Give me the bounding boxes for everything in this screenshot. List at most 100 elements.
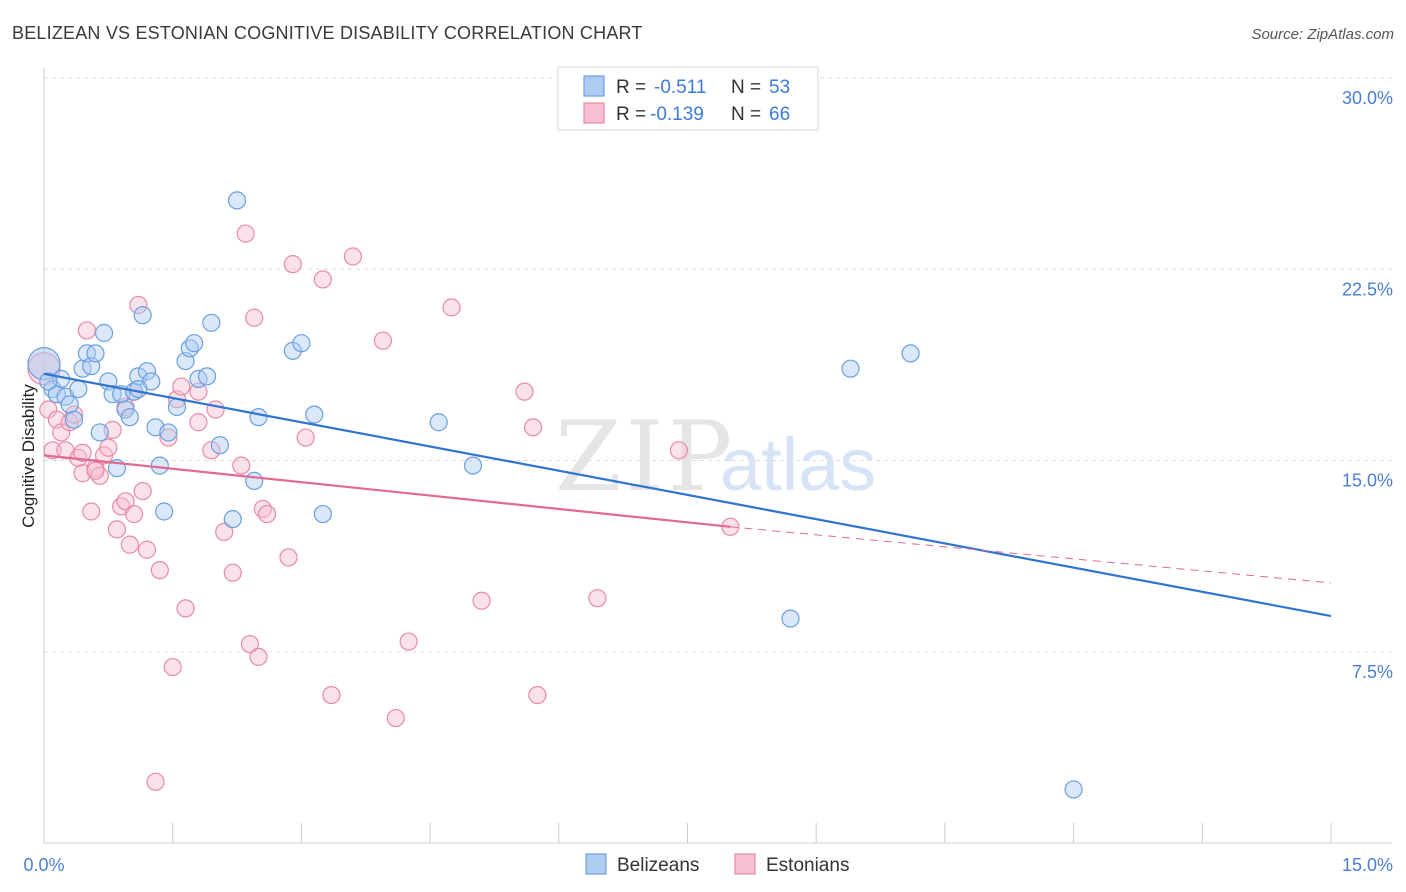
chart-source: Source: ZipAtlas.com <box>1251 26 1394 43</box>
y-tick-labels: 30.0% 22.5% 15.0% 7.5% <box>1342 88 1393 682</box>
estonians-point-33 <box>206 400 225 419</box>
belizeans-point-34 <box>197 367 217 386</box>
estonians-point-50 <box>386 708 405 728</box>
belizeans-point-50 <box>1064 780 1083 799</box>
series-legend: Belizeans Estonians <box>585 853 849 876</box>
estonians-point-42 <box>257 504 277 524</box>
x-tick-label-1: 15.0% <box>1342 855 1393 875</box>
belizeans-point-35 <box>202 313 221 332</box>
estonians-point-24 <box>137 540 157 559</box>
svg-text:ZIP: ZIP <box>555 401 736 513</box>
legend-r-value-estonians: -0.139 <box>650 104 704 125</box>
belizeans-point-5 <box>60 395 79 414</box>
belizeans-point-19 <box>120 408 139 427</box>
y-tick-label-1: 22.5% <box>1342 279 1393 299</box>
svg-text:atlas: atlas <box>720 423 876 506</box>
legend-swatch-estonians <box>583 102 605 124</box>
belizeans-point-51 <box>39 372 58 391</box>
belizeans-point-0 <box>27 347 61 381</box>
estonians-trendline-extension <box>730 526 1332 584</box>
belizeans-point-44 <box>313 504 332 524</box>
belizeans-point-42 <box>292 334 311 353</box>
legend-n-value-estonians: 66 <box>769 104 790 125</box>
estonians-point-15 <box>99 438 118 457</box>
estonians-point-36 <box>232 456 251 475</box>
legend-n-label-belizeans: N = <box>731 77 761 98</box>
x-tick-label-0: 0.0% <box>23 855 64 875</box>
estonians-point-29 <box>172 377 191 396</box>
belizeans-point-40 <box>249 408 268 427</box>
belizeans-point-26 <box>150 456 169 475</box>
estonians-point-40 <box>249 647 268 666</box>
estonians-point-57 <box>588 589 607 608</box>
y-tick-label-0: 30.0% <box>1342 88 1393 108</box>
estonians-point-60 <box>146 772 165 791</box>
bottom-legend-label-belizeans: Belizeans <box>617 855 699 876</box>
estonians-point-49 <box>373 331 393 350</box>
legend-swatch-belizeans <box>583 75 605 97</box>
belizeans-point-37 <box>223 510 242 529</box>
estonians-point-17 <box>107 520 127 539</box>
estonians-point-52 <box>442 298 461 317</box>
legend-n-value-belizeans: 53 <box>769 77 790 98</box>
y-tick-label-2: 15.0% <box>1342 471 1393 491</box>
y-axis-label: Cognitive Disability <box>19 384 38 528</box>
belizeans-point-22 <box>133 306 152 325</box>
estonians-point-2 <box>43 441 62 460</box>
belizeans-point-46 <box>463 456 483 475</box>
estonians-point-47 <box>322 685 341 705</box>
estonians-point-65 <box>189 413 208 432</box>
belizeans-point-27 <box>155 502 174 521</box>
estonians-points <box>27 224 740 791</box>
estonians-point-31 <box>189 382 208 401</box>
estonians-point-55 <box>523 418 543 437</box>
belizeans-point-39 <box>245 471 264 490</box>
estonians-point-63 <box>124 504 144 524</box>
estonians-point-64 <box>73 443 92 462</box>
belizeans-point-49 <box>901 344 920 363</box>
belizeans-point-7 <box>69 380 88 399</box>
stats-legend: R = -0.511 N = 53 R = -0.139 N = 66 <box>557 66 819 131</box>
estonians-point-10 <box>77 321 97 340</box>
belizeans-point-13 <box>94 323 114 343</box>
belizeans-trendline <box>43 372 1332 618</box>
estonians-point-32 <box>202 441 221 460</box>
estonians-point-58 <box>669 441 689 460</box>
estonians-point-20 <box>120 535 139 554</box>
estonians-point-44 <box>283 255 302 274</box>
belizeans-point-48 <box>841 359 860 378</box>
belizeans-point-23 <box>137 362 157 381</box>
belizeans-point-45 <box>429 413 448 432</box>
belizeans-point-28 <box>159 423 178 442</box>
estonians-point-23 <box>133 482 152 501</box>
belizeans-point-32 <box>185 334 204 353</box>
legend-r-value-belizeans: -0.511 <box>654 77 706 98</box>
trendlines <box>43 372 1332 618</box>
estonians-point-56 <box>528 685 547 705</box>
estonians-point-54 <box>515 382 534 401</box>
estonians-point-38 <box>240 634 260 654</box>
bottom-legend-label-estonians: Estonians <box>766 855 849 876</box>
estonians-point-48 <box>343 247 362 266</box>
bottom-legend-swatch-estonians <box>734 853 756 875</box>
belizeans-point-38 <box>227 191 247 210</box>
estonians-point-34 <box>215 522 234 542</box>
x-tick-labels: 0.0% 15.0% <box>23 855 1393 875</box>
estonians-point-39 <box>245 308 264 327</box>
estonians-point-46 <box>313 270 332 289</box>
watermark: ZIP atlas <box>555 401 876 513</box>
gridlines <box>44 77 1392 653</box>
estonians-point-35 <box>223 563 242 582</box>
estonians-point-7 <box>64 405 84 424</box>
belizeans-point-43 <box>305 405 324 424</box>
legend-n-label-estonians: N = <box>731 104 761 125</box>
estonians-point-51 <box>399 632 418 651</box>
estonians-point-26 <box>159 428 178 447</box>
legend-r-label-belizeans: R = <box>616 77 646 98</box>
estonians-point-22 <box>129 295 148 315</box>
estonians-point-53 <box>472 591 491 610</box>
y-tick-label-3: 7.5% <box>1352 662 1393 682</box>
belizeans-point-36 <box>210 436 229 455</box>
estonians-point-43 <box>279 548 298 567</box>
